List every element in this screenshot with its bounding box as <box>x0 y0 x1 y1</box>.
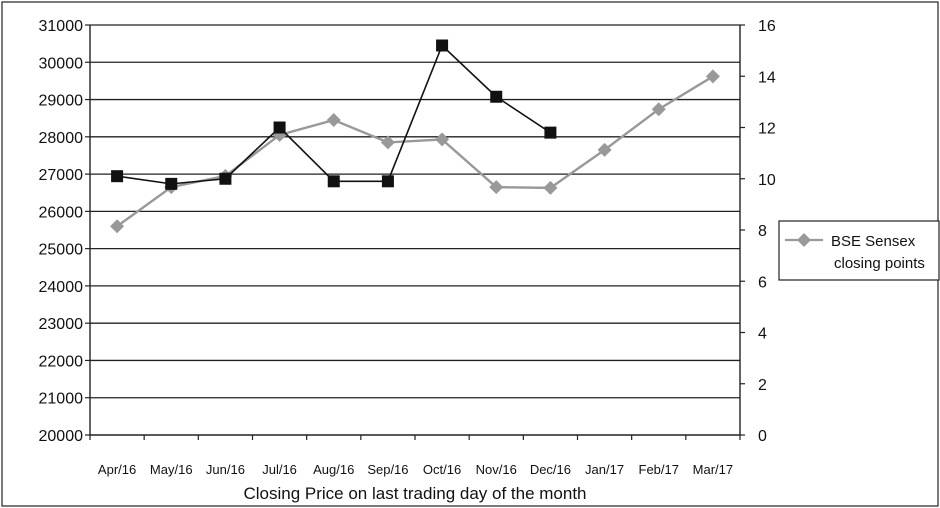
x-axis-tick-label: Oct/16 <box>423 462 461 477</box>
left-axis-tick-label: 31000 <box>39 18 84 35</box>
diamond-marker <box>435 132 450 147</box>
left-axis-tick-label: 24000 <box>39 279 84 296</box>
x-axis-tick-label: Aug/16 <box>313 462 354 477</box>
right-axis-tick-label: 8 <box>758 223 767 240</box>
square-marker <box>327 175 340 188</box>
square-marker <box>381 175 394 188</box>
right-axis-tick-label: 0 <box>758 428 767 445</box>
legend-label-line1: BSE Sensex <box>831 233 916 250</box>
diamond-marker <box>380 135 395 150</box>
x-axis-tick-label: Jun/16 <box>206 462 245 477</box>
legend-label-line2: closing points <box>834 255 925 272</box>
right-axis-tick-label: 14 <box>758 69 776 86</box>
right-axis-tick-label: 4 <box>758 326 767 343</box>
series-layer <box>110 39 720 234</box>
right-axis-ticks: 0 2 4 6 8 10 12 14 16 <box>740 18 776 445</box>
diamond-marker <box>326 113 341 128</box>
left-axis-tick-label: 30000 <box>39 55 84 72</box>
x-axis-tick-label: Nov/16 <box>476 462 517 477</box>
right-axis-tick-label: 10 <box>758 172 776 189</box>
left-axis-tick-label: 28000 <box>39 130 84 147</box>
diamond-marker <box>597 142 612 157</box>
diamond-marker <box>543 180 558 195</box>
left-axis-tick-label: 22000 <box>39 353 84 370</box>
left-axis-tick-label: 27000 <box>39 167 84 184</box>
x-axis-tick-label: Dec/16 <box>530 462 571 477</box>
legend-marker <box>797 233 811 247</box>
x-axis-tick-label: Apr/16 <box>98 462 136 477</box>
square-marker <box>273 121 286 134</box>
legend-box <box>778 220 940 281</box>
legend: BSE Sensex closing points <box>778 220 940 281</box>
right-axis-tick-label: 12 <box>758 121 776 138</box>
left-axis-tick-label: 20000 <box>39 428 84 445</box>
diamond-marker <box>110 219 125 234</box>
right-axis-tick-label: 2 <box>758 377 767 394</box>
left-axis-tick-label: 21000 <box>39 391 84 408</box>
x-axis-tick-label: Feb/17 <box>639 462 679 477</box>
diamond-marker <box>489 180 504 195</box>
square-marker <box>544 126 557 139</box>
square-marker <box>219 172 232 185</box>
diamond-marker <box>705 69 720 84</box>
gridlines <box>90 24 740 399</box>
square-marker <box>165 177 178 190</box>
left-axis-tick-label: 26000 <box>39 204 84 221</box>
square-marker <box>111 170 124 183</box>
left-axis-tick-label: 25000 <box>39 242 84 259</box>
x-axis-tick-label: Mar/17 <box>693 462 733 477</box>
left-axis-ticks: 20000 21000 22000 23000 24000 25000 26000 27000… <box>39 18 90 445</box>
left-axis-tick-label: 29000 <box>39 93 84 110</box>
square-marker <box>490 90 503 103</box>
diamond-marker <box>651 102 666 117</box>
right-axis-tick-label: 6 <box>758 274 767 291</box>
series-line <box>116 75 714 228</box>
x-axis-tick-label: Sep/16 <box>367 462 408 477</box>
left-axis-tick-label: 23000 <box>39 316 84 333</box>
x-axis-title: Closing Price on last trading day of the… <box>243 484 586 503</box>
x-axis-tick-label: Jul/16 <box>262 462 297 477</box>
x-axis-tick-label: May/16 <box>150 462 193 477</box>
right-axis-tick-label: 16 <box>758 18 776 35</box>
square-marker <box>436 39 449 52</box>
x-axis-ticks: Apr/16 May/16 Jun/16 Jul/16 Aug/16 Sep/16 Oct/… <box>89 435 741 477</box>
x-axis-tick-label: Jan/17 <box>585 462 624 477</box>
